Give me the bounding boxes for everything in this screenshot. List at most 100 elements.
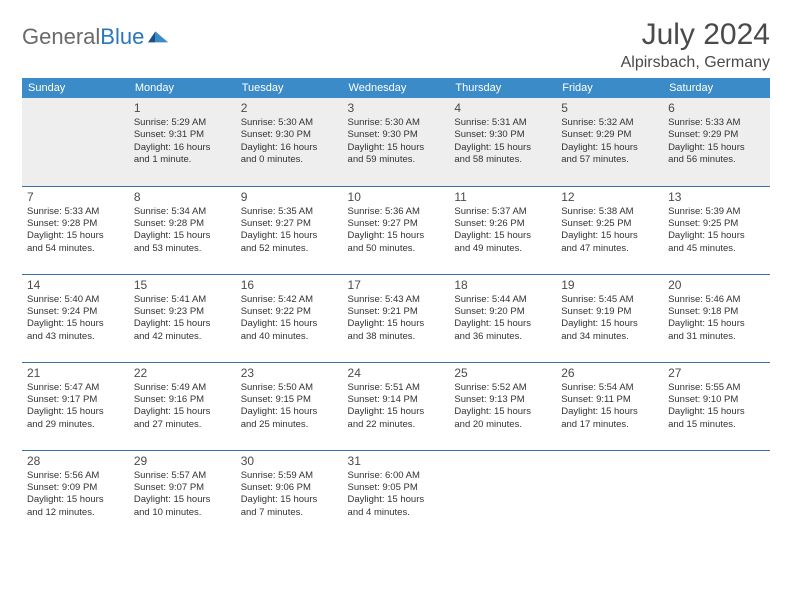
calendar-week: 14 Sunrise: 5:40 AMSunset: 9:24 PMDayligh… (22, 274, 770, 362)
day-details: Sunrise: 5:56 AMSunset: 9:09 PMDaylight:… (27, 470, 124, 519)
calendar-cell: 16Sunrise: 5:42 AMSunset: 9:22 PMDayligh… (236, 274, 343, 362)
day-number: 7 (27, 190, 124, 204)
calendar-cell (663, 450, 770, 538)
calendar-cell: 31 Sunrise: 6:00 AMSunset: 9:05 PMDayligh… (343, 450, 450, 538)
calendar-cell: 5 Sunrise: 5:32 AMSunset: 9:29 PMDaylight… (556, 98, 663, 186)
day-number: 26 (561, 366, 658, 380)
calendar-cell: 10 Sunrise: 5:36 AMSunset: 9:27 PMDayligh… (343, 186, 450, 274)
day-details: Sunrise: 5:38 AMSunset: 9:25 PMDaylight:… (561, 206, 658, 255)
title-block: July 2024 Alpirsbach, Germany (621, 18, 770, 72)
day-details: Sunrise: 5:36 AMSunset: 9:27 PMDaylight:… (348, 206, 445, 255)
day-details: Sunrise: 5:44 AMSunset: 9:20 PMDaylight:… (454, 294, 551, 343)
calendar-cell (556, 450, 663, 538)
calendar-week: 21 Sunrise: 5:47 AMSunset: 9:17 PMDayligh… (22, 362, 770, 450)
day-number: 13 (668, 190, 765, 204)
day-details: Sunrise: 5:40 AMSunset: 9:24 PMDaylight:… (27, 294, 124, 343)
calendar-cell: 9 Sunrise: 5:35 AMSunset: 9:27 PMDaylight… (236, 186, 343, 274)
calendar-cell: 29 Sunrise: 5:57 AMSunset: 9:07 PMDayligh… (129, 450, 236, 538)
calendar-cell: 1 Sunrise: 5:29 AMSunset: 9:31 PMDaylight… (129, 98, 236, 186)
day-number: 30 (241, 454, 338, 468)
day-number: 27 (668, 366, 765, 380)
day-details: Sunrise: 5:57 AMSunset: 9:07 PMDaylight:… (134, 470, 231, 519)
calendar-cell: 28 Sunrise: 5:56 AMSunset: 9:09 PMDayligh… (22, 450, 129, 538)
day-number: 14 (27, 278, 124, 292)
calendar-cell: 22 Sunrise: 5:49 AMSunset: 9:16 PMDayligh… (129, 362, 236, 450)
calendar-cell: 24 Sunrise: 5:51 AMSunset: 9:14 PMDayligh… (343, 362, 450, 450)
calendar-cell: 30 Sunrise: 5:59 AMSunset: 9:06 PMDayligh… (236, 450, 343, 538)
day-details: Sunrise: 5:47 AMSunset: 9:17 PMDaylight:… (27, 382, 124, 431)
day-number: 12 (561, 190, 658, 204)
calendar-cell: 7Sunrise: 5:33 AMSunset: 9:28 PMDaylight… (22, 186, 129, 274)
day-details: Sunrise: 5:55 AMSunset: 9:10 PMDaylight:… (668, 382, 765, 431)
calendar-week: 7Sunrise: 5:33 AMSunset: 9:28 PMDaylight… (22, 186, 770, 274)
day-number: 24 (348, 366, 445, 380)
day-details: Sunrise: 5:35 AMSunset: 9:27 PMDaylight:… (241, 206, 338, 255)
day-number: 31 (348, 454, 445, 468)
day-header: Sunday (22, 78, 129, 98)
day-details: Sunrise: 5:50 AMSunset: 9:15 PMDaylight:… (241, 382, 338, 431)
day-details: Sunrise: 5:30 AMSunset: 9:30 PMDaylight:… (241, 117, 338, 166)
header: GeneralBlue July 2024 Alpirsbach, German… (22, 18, 770, 72)
day-number: 11 (454, 190, 551, 204)
logo-word-1: General (22, 24, 100, 50)
calendar-table: SundayMondayTuesdayWednesdayThursdayFrid… (22, 78, 770, 538)
calendar-cell (449, 450, 556, 538)
calendar-cell: 25 Sunrise: 5:52 AMSunset: 9:13 PMDayligh… (449, 362, 556, 450)
day-details: Sunrise: 5:31 AMSunset: 9:30 PMDaylight:… (454, 117, 551, 166)
day-number: 25 (454, 366, 551, 380)
calendar-cell: 18 Sunrise: 5:44 AMSunset: 9:20 PMDayligh… (449, 274, 556, 362)
logo: GeneralBlue (22, 18, 170, 50)
day-number: 3 (348, 101, 445, 115)
day-number: 21 (27, 366, 124, 380)
month-title: July 2024 (621, 18, 770, 52)
day-header: Tuesday (236, 78, 343, 98)
calendar-cell: 19Sunrise: 5:45 AMSunset: 9:19 PMDayligh… (556, 274, 663, 362)
day-details: Sunrise: 5:49 AMSunset: 9:16 PMDaylight:… (134, 382, 231, 431)
calendar-cell: 23 Sunrise: 5:50 AMSunset: 9:15 PMDayligh… (236, 362, 343, 450)
day-details: Sunrise: 5:29 AMSunset: 9:31 PMDaylight:… (134, 117, 231, 166)
day-details: Sunrise: 5:30 AMSunset: 9:30 PMDaylight:… (348, 117, 445, 166)
logo-mark-icon (148, 23, 170, 39)
day-header: Wednesday (343, 78, 450, 98)
day-number: 2 (241, 101, 338, 115)
day-header: Friday (556, 78, 663, 98)
day-details: Sunrise: 5:46 AMSunset: 9:18 PMDaylight:… (668, 294, 765, 343)
calendar-cell: 14 Sunrise: 5:40 AMSunset: 9:24 PMDayligh… (22, 274, 129, 362)
day-number: 23 (241, 366, 338, 380)
day-number: 1 (134, 101, 231, 115)
calendar-cell: 21 Sunrise: 5:47 AMSunset: 9:17 PMDayligh… (22, 362, 129, 450)
day-number: 22 (134, 366, 231, 380)
day-details: Sunrise: 5:43 AMSunset: 9:21 PMDaylight:… (348, 294, 445, 343)
calendar-cell: 26Sunrise: 5:54 AMSunset: 9:11 PMDayligh… (556, 362, 663, 450)
calendar-week: 1 Sunrise: 5:29 AMSunset: 9:31 PMDaylight… (22, 98, 770, 186)
day-details: Sunrise: 5:52 AMSunset: 9:13 PMDaylight:… (454, 382, 551, 431)
day-number: 8 (134, 190, 231, 204)
calendar-cell: 8Sunrise: 5:34 AMSunset: 9:28 PMDaylight… (129, 186, 236, 274)
day-number: 28 (27, 454, 124, 468)
day-number: 9 (241, 190, 338, 204)
day-details: Sunrise: 5:39 AMSunset: 9:25 PMDaylight:… (668, 206, 765, 255)
calendar-cell (22, 98, 129, 186)
day-details: Sunrise: 5:33 AMSunset: 9:29 PMDaylight:… (668, 117, 765, 166)
day-number: 10 (348, 190, 445, 204)
day-number: 29 (134, 454, 231, 468)
location: Alpirsbach, Germany (621, 54, 770, 72)
day-number: 19 (561, 278, 658, 292)
calendar-body: 1 Sunrise: 5:29 AMSunset: 9:31 PMDaylight… (22, 98, 770, 538)
logo-word-2: Blue (100, 24, 144, 50)
day-details: Sunrise: 5:42 AMSunset: 9:22 PMDaylight:… (241, 294, 338, 343)
day-number: 5 (561, 101, 658, 115)
calendar-cell: 17Sunrise: 5:43 AMSunset: 9:21 PMDayligh… (343, 274, 450, 362)
day-number: 6 (668, 101, 765, 115)
day-number: 4 (454, 101, 551, 115)
day-number: 18 (454, 278, 551, 292)
calendar-cell: 2 Sunrise: 5:30 AMSunset: 9:30 PMDaylight… (236, 98, 343, 186)
day-details: Sunrise: 5:32 AMSunset: 9:29 PMDaylight:… (561, 117, 658, 166)
day-details: Sunrise: 5:59 AMSunset: 9:06 PMDaylight:… (241, 470, 338, 519)
day-details: Sunrise: 6:00 AMSunset: 9:05 PMDaylight:… (348, 470, 445, 519)
calendar-head: SundayMondayTuesdayWednesdayThursdayFrid… (22, 78, 770, 98)
day-header: Saturday (663, 78, 770, 98)
day-details: Sunrise: 5:51 AMSunset: 9:14 PMDaylight:… (348, 382, 445, 431)
calendar-cell: 6 Sunrise: 5:33 AMSunset: 9:29 PMDaylight… (663, 98, 770, 186)
day-number: 15 (134, 278, 231, 292)
